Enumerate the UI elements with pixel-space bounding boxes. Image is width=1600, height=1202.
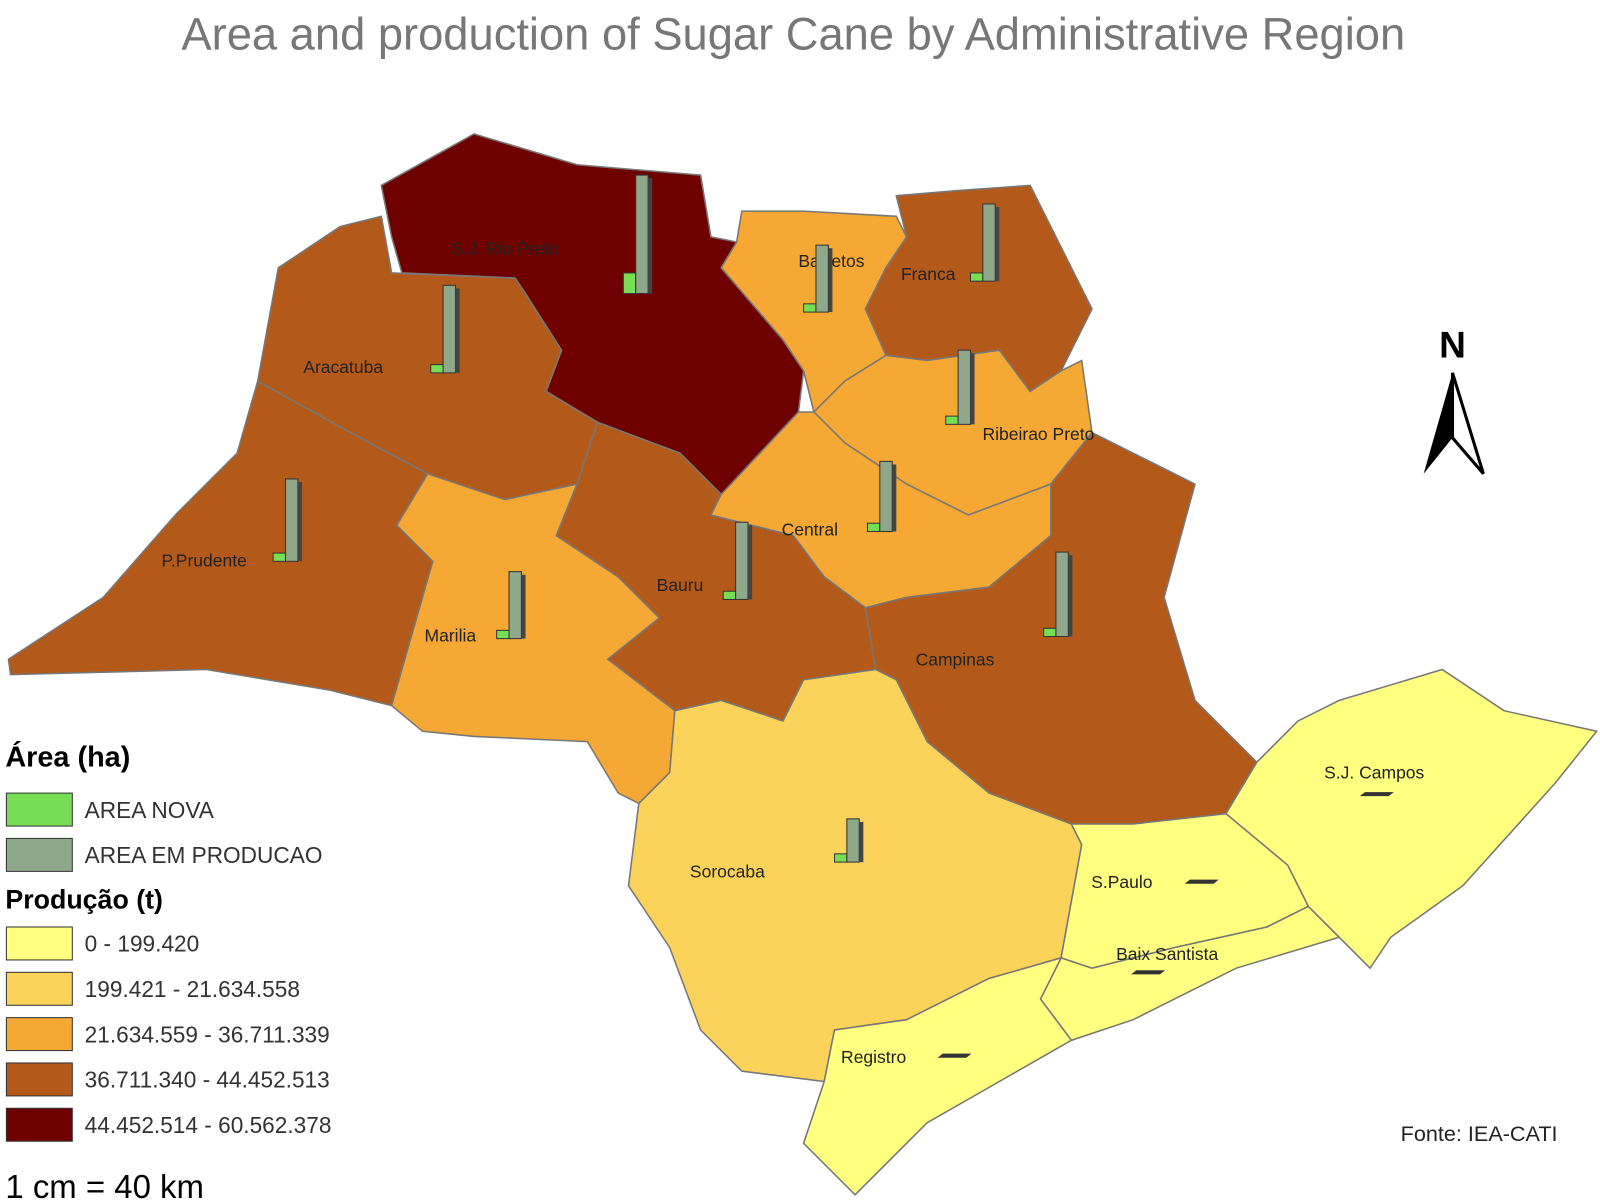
bar-area-producao (285, 478, 299, 562)
region-label: P.Prudente (161, 550, 246, 570)
region-labels: S.J. Rio Preto Aracatuba P.Prudente Marilia… (161, 174, 1425, 1067)
bar-side (828, 248, 833, 313)
source-text: Fonte: IEA-CATI (1401, 1121, 1558, 1146)
bar-area-nova (722, 590, 737, 600)
legend-title: Área (ha) (5, 739, 130, 773)
bar-side (995, 207, 1000, 282)
bar-area-producao (982, 203, 996, 282)
bar-side (892, 464, 897, 532)
region-label: Sorocaba (690, 862, 765, 882)
regions (7, 133, 1599, 1196)
bar-area-nova (496, 629, 510, 640)
scale-text: 1 cm = 40 km (5, 1168, 204, 1202)
bar-side (455, 288, 460, 373)
bar-area-nova (272, 552, 287, 562)
bar-area-producao (957, 349, 971, 425)
bar-side (1068, 555, 1073, 637)
bar-area-producao (846, 818, 860, 863)
map-title: Area and production of Sugar Cane by Adm… (181, 8, 1405, 59)
legend-label: 0 - 199.420 (85, 931, 200, 957)
legend-swatch (5, 1062, 73, 1097)
bar-area-producao (442, 284, 456, 374)
region-label: Campinas (916, 649, 995, 669)
bar-area-nova (430, 364, 444, 374)
region-label: S.J. Rio Preto (451, 238, 559, 258)
bar-side (970, 353, 975, 425)
bar-area-producao (635, 174, 649, 295)
bar-area-producao (1055, 551, 1069, 638)
legend-label: 44.452.514 - 60.562.378 (85, 1112, 332, 1138)
legend-swatch (5, 926, 73, 961)
bar-side (859, 821, 864, 863)
legend-label: 21.634.559 - 36.711.339 (85, 1021, 330, 1047)
bar-area-nova (833, 853, 848, 863)
bar-area-nova (622, 272, 637, 295)
bar-side (747, 525, 753, 600)
bar-area-nova (1043, 627, 1057, 638)
bar-area-nova (945, 415, 959, 425)
region-label: Registro (841, 1047, 906, 1067)
arrow-right (1450, 372, 1485, 475)
bar-flat (1184, 879, 1219, 884)
legend-swatch (5, 792, 73, 827)
bar-area-nova (866, 522, 881, 532)
legend-label: AREA EM PRODUCAO (85, 842, 323, 868)
bar-area-nova (803, 303, 817, 313)
bar-flat (1131, 970, 1166, 975)
region-label: Aracatuba (303, 357, 383, 377)
bar-area-producao (508, 571, 522, 640)
legend-swatch (5, 1107, 73, 1142)
region-label: Bauru (657, 575, 704, 595)
region-label: Marilia (425, 626, 477, 646)
bar-area-nova (969, 272, 984, 282)
bar-flat (1359, 792, 1394, 797)
region-label: Franca (901, 264, 956, 284)
region-label: Baix Santista (1116, 944, 1218, 964)
bar-area-producao (879, 460, 893, 532)
bar-flat (937, 1053, 972, 1058)
region-label: S.Paulo (1091, 872, 1152, 892)
north-label: N (1439, 323, 1466, 365)
north-arrow: N (1423, 323, 1485, 475)
bar-area-producao (735, 521, 749, 600)
bar-side (521, 574, 526, 639)
legend-label: 36.711.340 - 44.452.513 (85, 1067, 330, 1093)
bar-side (648, 178, 653, 294)
bar-side (297, 482, 302, 562)
region (802, 956, 1073, 1196)
legend-swatch (5, 1017, 73, 1052)
legend-swatch (5, 971, 73, 1006)
legend-label: AREA NOVA (85, 797, 215, 823)
legend-title: Produção (t) (5, 884, 163, 914)
legend-label: 199.421 - 21.634.558 (85, 976, 300, 1002)
legend-swatch (5, 837, 73, 872)
legend: Área (ha) AREA NOVA AREA EM PRODUCAO Produç… (5, 739, 332, 1142)
bar-area-producao (815, 244, 829, 313)
arrow-left (1423, 372, 1453, 474)
region-label: S.J. Campos (1324, 763, 1424, 783)
region-label: Central (782, 520, 838, 540)
region-label: Ribeirao Preto (983, 424, 1095, 444)
